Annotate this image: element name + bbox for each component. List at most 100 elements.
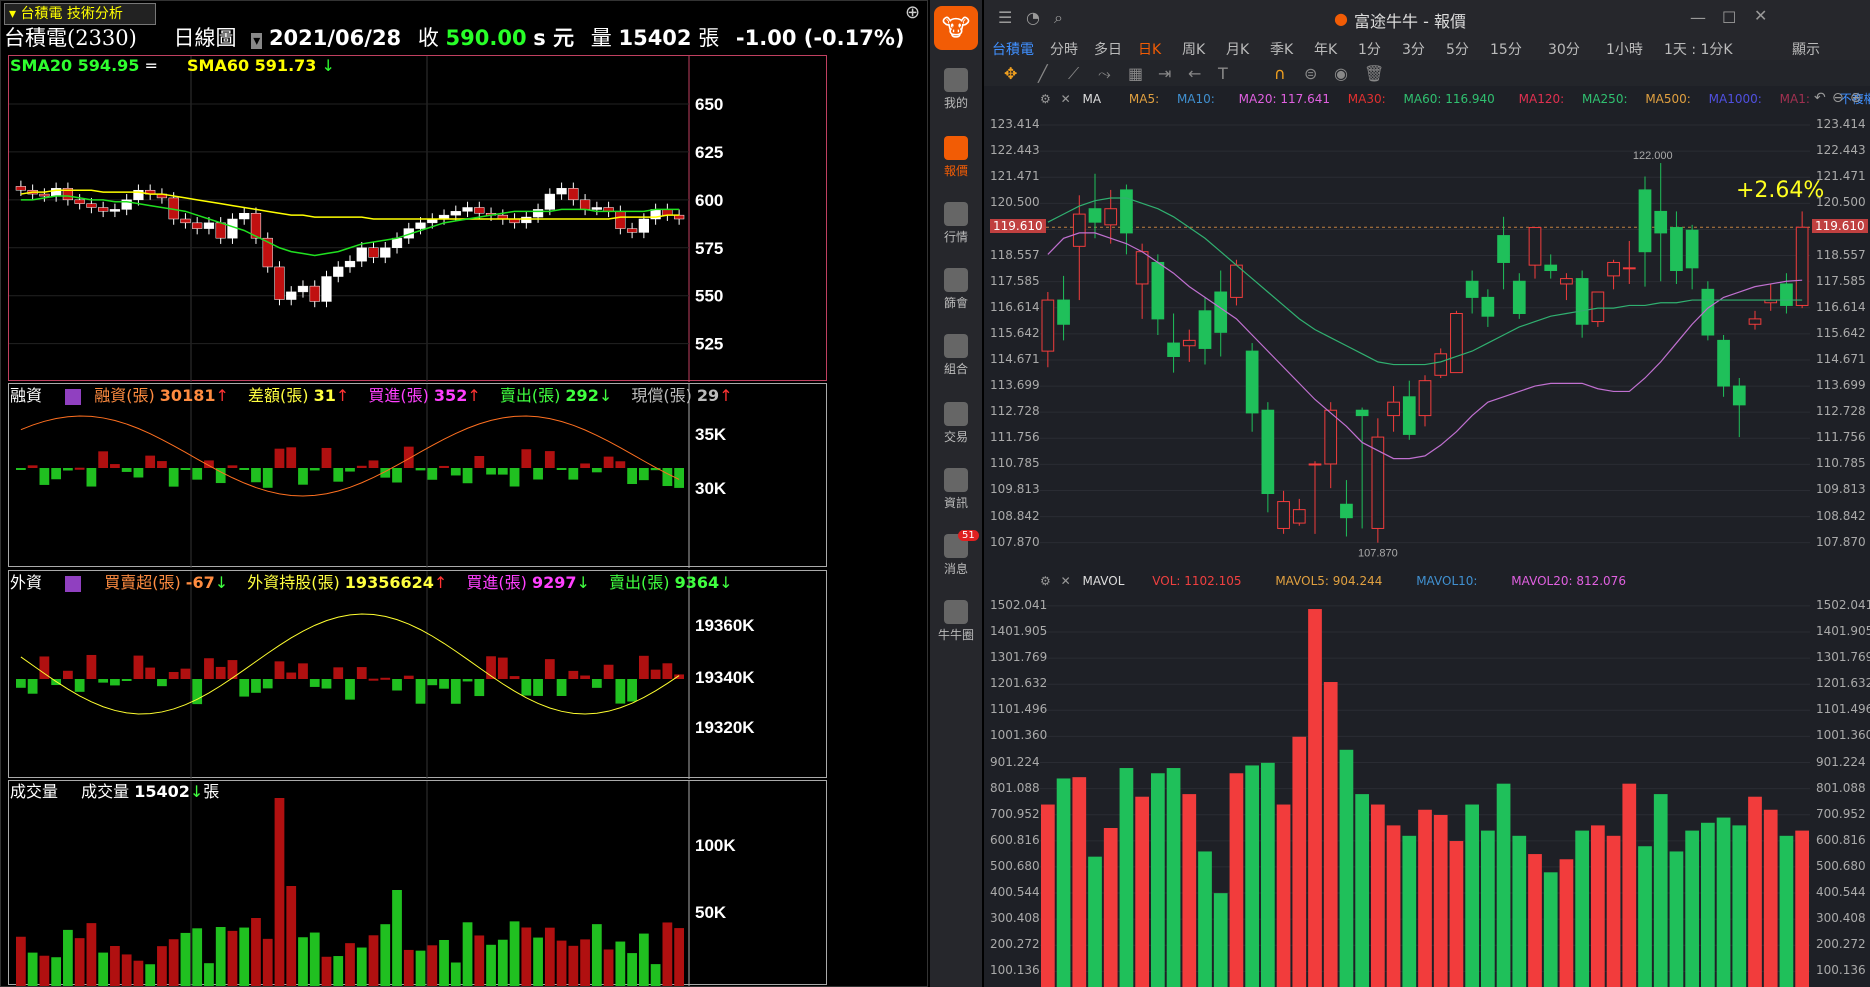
tab-14[interactable]: 1天 : 1分K bbox=[1664, 42, 1733, 58]
candle-body bbox=[1434, 353, 1448, 376]
ytick-label: 100.136 bbox=[990, 963, 1040, 978]
ytick-label: 200.272 bbox=[990, 937, 1040, 952]
eye-icon[interactable]: ◉ bbox=[1334, 64, 1348, 83]
ytick-label: 1201.632 bbox=[1816, 676, 1870, 691]
window-title[interactable]: ▾ 台積電 技術分析 bbox=[4, 3, 156, 25]
sidebar-item-4[interactable]: 組合 bbox=[930, 334, 982, 377]
ma-name[interactable]: MA bbox=[1082, 92, 1102, 106]
tab-1[interactable]: 分時 bbox=[1050, 42, 1078, 58]
sma60-label: SMA60 591.73 bbox=[187, 56, 317, 75]
tab-7[interactable]: 年K bbox=[1314, 42, 1338, 58]
measure-tool-icon[interactable]: ⇥ bbox=[1158, 64, 1172, 83]
candle-body bbox=[415, 222, 426, 229]
crosshair-icon[interactable]: ✥ bbox=[1004, 64, 1018, 83]
volume-bar bbox=[403, 949, 414, 986]
trash-icon[interactable]: 🗑 bbox=[1364, 64, 1385, 83]
close-icon[interactable]: ✕ bbox=[1754, 6, 1768, 25]
menu-icon[interactable]: ☰ bbox=[998, 8, 1013, 27]
volume-bar bbox=[1496, 783, 1511, 987]
foreign-l3: 買進(張) bbox=[466, 573, 527, 592]
bell-icon[interactable]: ◔ bbox=[1026, 8, 1040, 27]
line-tool-icon[interactable]: ╱ bbox=[1038, 64, 1048, 83]
adjust-label[interactable]: 不複權 bbox=[1839, 92, 1870, 106]
mavol-name[interactable]: MAVOL bbox=[1082, 574, 1125, 588]
tab-15[interactable]: 顯示 bbox=[1792, 42, 1820, 58]
undo-icon[interactable]: ↶ bbox=[1814, 90, 1826, 106]
candle-body bbox=[1670, 227, 1683, 272]
candle-body bbox=[1324, 409, 1338, 465]
bar bbox=[403, 675, 414, 679]
info-row: 台積電(2330) 日線圖 ▾ 2021/06/28 收 590.00 s 元 … bbox=[4, 24, 905, 55]
tab-11[interactable]: 15分 bbox=[1490, 42, 1522, 58]
fib-tool-icon[interactable]: ▦ bbox=[1128, 64, 1144, 83]
sidebar-item-3[interactable]: 篩會 bbox=[930, 268, 982, 311]
ytick-label: 1502.041 bbox=[990, 597, 1048, 612]
close-icon[interactable]: ✕ bbox=[1060, 92, 1071, 106]
candle-body bbox=[62, 188, 74, 201]
right-titlebar: ☰ ◔ ⌕ ● 富途牛牛 - 報價 — ☐ ✕ bbox=[984, 0, 1870, 36]
arrow-tool-icon[interactable]: ← bbox=[1188, 64, 1202, 83]
ytick-label: 121.471 bbox=[990, 169, 1040, 184]
margin-title: 融資 bbox=[10, 386, 43, 405]
tab-13[interactable]: 1小時 bbox=[1606, 42, 1643, 58]
tab-4[interactable]: 周K bbox=[1182, 42, 1206, 58]
ray-tool-icon[interactable]: ⟋ bbox=[1068, 64, 1080, 83]
candle-body bbox=[109, 209, 121, 212]
zoom-in-icon[interactable]: ⊕ bbox=[1850, 90, 1862, 106]
magnet-icon[interactable]: ∩ bbox=[1274, 64, 1286, 83]
dropdown-icon[interactable]: ▾ bbox=[251, 33, 263, 49]
text-tool-icon[interactable]: T bbox=[1218, 64, 1228, 83]
sidebar-item-1[interactable]: 報價 bbox=[930, 136, 982, 179]
candle-body bbox=[1481, 296, 1495, 317]
ytick-label: 650 bbox=[695, 95, 723, 114]
tab-8[interactable]: 1分 bbox=[1358, 42, 1381, 58]
tab-2[interactable]: 多日 bbox=[1094, 42, 1122, 58]
candle-body bbox=[1717, 339, 1730, 387]
zoom-icon[interactable]: ⊕ bbox=[905, 2, 921, 23]
settings-icon[interactable]: ⚙ bbox=[1040, 574, 1051, 588]
candle-body bbox=[556, 188, 567, 195]
candle-body bbox=[51, 188, 62, 197]
sidebar-item-0[interactable]: 我的 bbox=[930, 68, 982, 111]
chart-type[interactable]: 日線圖 bbox=[173, 26, 237, 50]
volume-bar bbox=[1308, 609, 1322, 987]
tab-0[interactable]: 台積電 bbox=[992, 42, 1034, 58]
trend-tool-icon[interactable]: ⤳ bbox=[1098, 64, 1111, 83]
search-icon[interactable]: ⌕ bbox=[1054, 8, 1063, 27]
bar bbox=[533, 468, 543, 480]
arrow-down-icon: ↓ bbox=[719, 573, 733, 592]
volume-bar bbox=[86, 923, 97, 986]
tab-10[interactable]: 5分 bbox=[1446, 42, 1469, 58]
volume-bar bbox=[145, 964, 156, 986]
bar bbox=[650, 468, 661, 471]
volume-legend: 成交量 成交量 15402↓張 bbox=[10, 782, 219, 802]
sidebar-item-2[interactable]: 行情 bbox=[930, 202, 982, 245]
bar bbox=[309, 679, 320, 687]
volume-l1: 成交量 bbox=[81, 782, 130, 801]
close-icon[interactable]: ✕ bbox=[1060, 574, 1071, 588]
sidebar-item-7[interactable]: 消息 51 bbox=[930, 530, 982, 577]
settings-icon[interactable]: ⚙ bbox=[1040, 92, 1051, 106]
sidebar-item-6[interactable]: 資訊 bbox=[930, 468, 982, 511]
tab-5[interactable]: 月K bbox=[1226, 42, 1250, 58]
maximize-icon[interactable]: ☐ bbox=[1722, 8, 1737, 27]
margin-legend: 融資 融資(張) 30181↑ 差額(張) 31↑ 買進(張) 352↑ 賣出(… bbox=[10, 386, 733, 406]
volume-bar bbox=[98, 952, 109, 986]
tab-3[interactable]: 日K bbox=[1138, 42, 1162, 58]
minimize-icon[interactable]: — bbox=[1690, 8, 1706, 27]
ytick-label: 600 bbox=[695, 191, 723, 210]
list-icon[interactable] bbox=[65, 575, 82, 592]
sidebar-item-8[interactable]: 牛牛圈 bbox=[930, 600, 982, 643]
foreign-panel: 19360K 19340K 19320K bbox=[8, 570, 827, 779]
ytick-label: 1301.769 bbox=[1816, 650, 1870, 665]
tab-12[interactable]: 30分 bbox=[1548, 42, 1580, 58]
bar bbox=[27, 679, 38, 694]
sidebar-item-5[interactable]: 交易 bbox=[930, 402, 982, 445]
lock-icon[interactable]: ⊜ bbox=[1304, 64, 1318, 83]
zoom-out-icon[interactable]: ⊖ bbox=[1832, 90, 1844, 106]
tab-6[interactable]: 季K bbox=[1270, 42, 1294, 58]
tab-9[interactable]: 3分 bbox=[1402, 42, 1425, 58]
candle-body bbox=[262, 237, 273, 268]
candle-body bbox=[180, 218, 191, 224]
list-icon[interactable] bbox=[65, 388, 82, 405]
